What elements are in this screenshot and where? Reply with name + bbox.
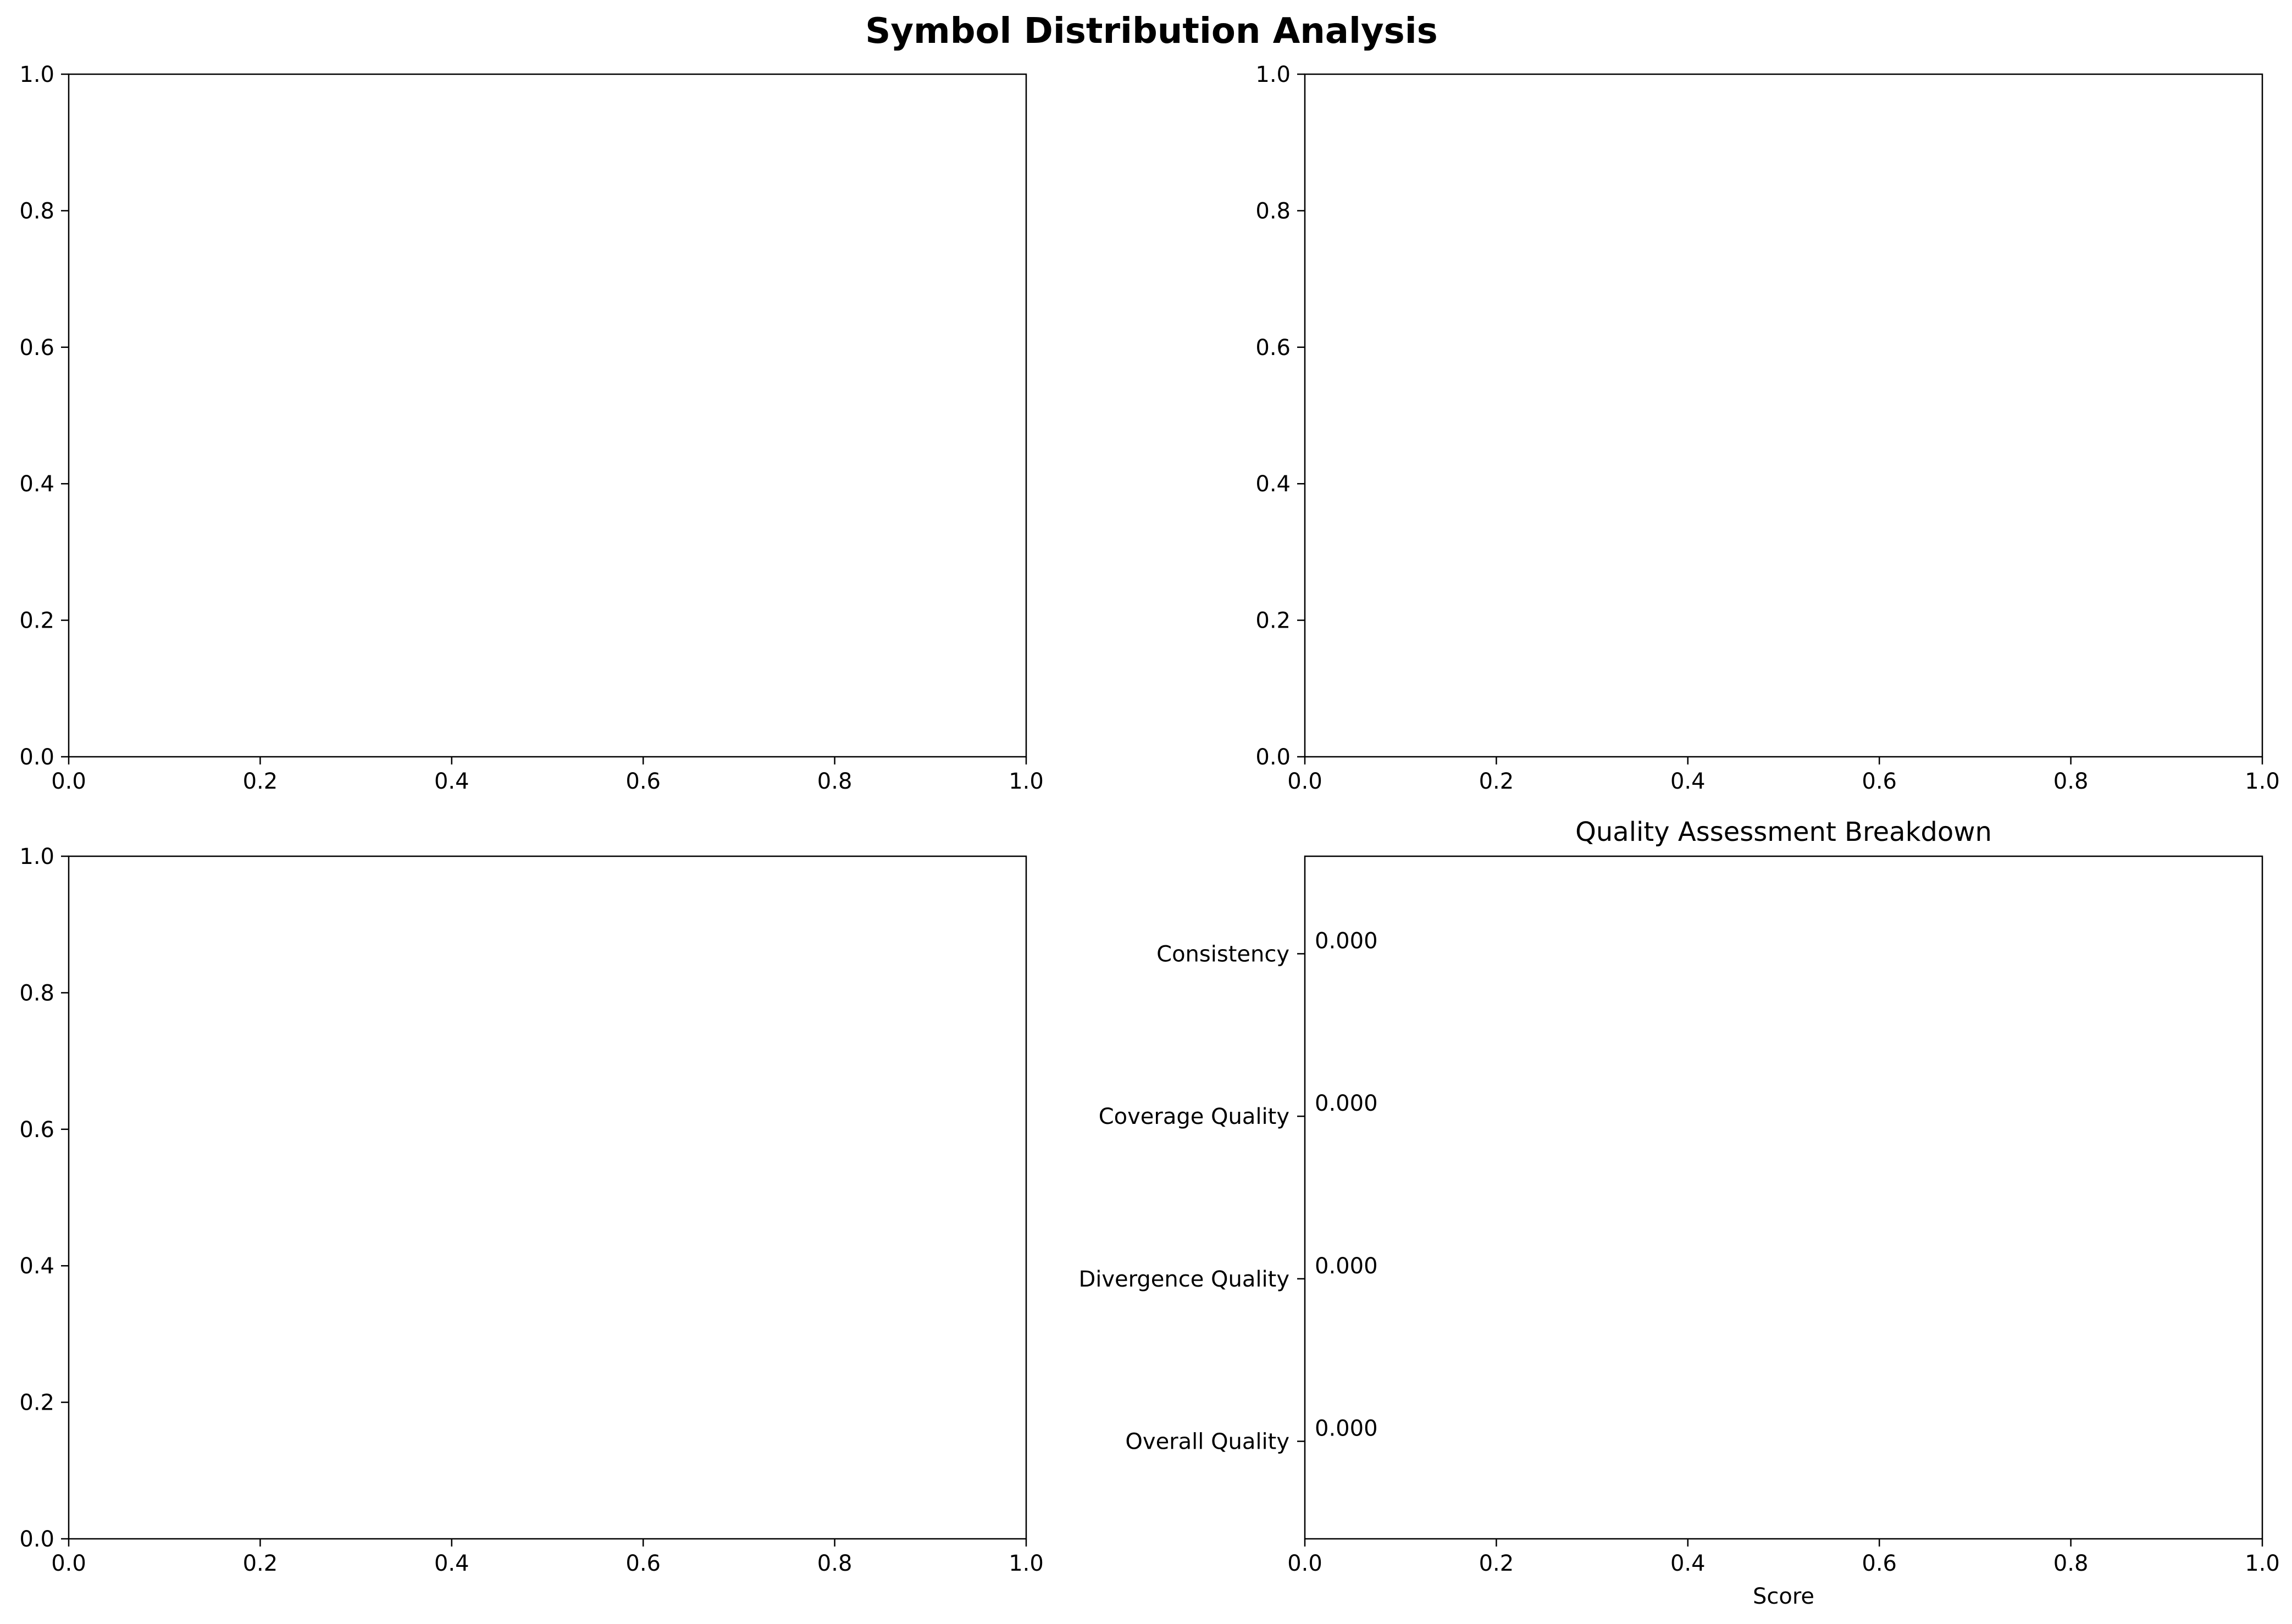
- x-tick-label: 0.8: [2053, 769, 2089, 794]
- x-tick-label: 1.0: [1009, 1551, 1044, 1576]
- x-tick-label: 0.2: [1479, 1551, 1514, 1576]
- chart-panel-1: 0.0 0.2 0.4 0.6 0.8 1.0 0.0 0.2 0.4 0.6 0.8 1.0: [19, 62, 1043, 794]
- bar-value-label: 0.000: [1315, 928, 1378, 954]
- chart-panel-2: 0.0 0.2 0.4 0.6 0.8 1.0 0.0 0.2 0.4 0.6 0.8 1.0: [1255, 62, 2279, 794]
- x-tick-label: 0.0: [51, 1551, 86, 1576]
- y-tick-label: 0.0: [1255, 745, 1291, 770]
- x-tick-label: 1.0: [1009, 769, 1044, 794]
- x-tick-label: 0.8: [2053, 1551, 2089, 1576]
- y-tick-label: 0.8: [19, 198, 54, 224]
- x-tick-label: 0.4: [1670, 1551, 1706, 1576]
- x-tick-label: 0.2: [243, 1551, 278, 1576]
- y-tick-label: 0.0: [19, 745, 54, 770]
- axes-frame: [1304, 855, 2263, 1540]
- x-tick-label: 0.0: [1287, 769, 1322, 794]
- x-tick-label: 1.0: [2245, 1551, 2280, 1576]
- chart-panel-4: 0.0 0.2 0.4 0.6 0.8 1.0 Consistency 0.000 Covera…: [1078, 817, 2279, 1609]
- x-tick-label: 0.4: [434, 1551, 469, 1576]
- y-tick-label: 0.6: [19, 335, 54, 361]
- figure-title: Symbol Distribution Analysis: [865, 11, 1438, 52]
- y-tick-label: 1.0: [19, 844, 54, 869]
- y-tick-label: 1.0: [19, 62, 54, 87]
- chart-panels: 0.0 0.2 0.4 0.6 0.8 1.00.00.20.40.60.81.00.0 0…: [19, 62, 2279, 1609]
- x-tick-label: 0.0: [1287, 1551, 1322, 1576]
- x-tick-label: 0.2: [1479, 769, 1514, 794]
- y-tick-label: 1.0: [1255, 62, 1291, 87]
- axes-frame: [68, 73, 1027, 758]
- x-tick-label: 0.2: [243, 769, 278, 794]
- y-tick-label: 0.2: [1255, 608, 1291, 634]
- x-tick-label: 0.6: [625, 1551, 661, 1576]
- axes-frame: [68, 855, 1027, 1540]
- x-tick-label: 0.6: [625, 769, 661, 794]
- y-tick-label: 0.2: [19, 1390, 54, 1416]
- x-tick-label: 0.8: [817, 769, 852, 794]
- bar-value-label: 0.000: [1315, 1416, 1378, 1442]
- y-tick-label: 0.8: [19, 980, 54, 1006]
- bar-value-label: 0.000: [1315, 1254, 1378, 1279]
- x-tick-label: 0.4: [434, 769, 469, 794]
- x-tick-label: 0.6: [1862, 769, 1897, 794]
- y-tick-label: 0.8: [1255, 198, 1291, 224]
- x-tick-label: 0.6: [1862, 1551, 1897, 1576]
- y-category-label: Divergence Quality: [1078, 1267, 1289, 1292]
- y-category-label: Coverage Quality: [1099, 1104, 1289, 1129]
- y-tick-label: 0.0: [19, 1527, 54, 1552]
- y-tick-label: 0.6: [1255, 335, 1291, 361]
- y-tick-label: 0.4: [1255, 472, 1291, 497]
- panel-title: Quality Assessment Breakdown: [1575, 817, 1992, 847]
- y-category-label: Overall Quality: [1125, 1429, 1289, 1455]
- x-tick-label: 0.8: [817, 1551, 852, 1576]
- y-tick-label: 0.2: [19, 608, 54, 634]
- x-axis-label: Score: [1753, 1584, 1814, 1609]
- x-tick-label: 1.0: [2245, 769, 2280, 794]
- bar-value-label: 0.000: [1315, 1091, 1378, 1116]
- axes-frame: [1304, 73, 2263, 758]
- y-tick-label: 0.6: [19, 1117, 54, 1143]
- chart-panel-3: 0.0 0.2 0.4 0.6 0.8 1.0 0.0 0.2 0.4 0.6 0.8 1.0: [19, 844, 1043, 1576]
- x-tick-label: 0.4: [1670, 769, 1706, 794]
- x-tick-label: 0.0: [51, 769, 86, 794]
- y-category-label: Consistency: [1156, 941, 1289, 967]
- y-tick-label: 0.4: [19, 1254, 54, 1279]
- y-tick-label: 0.4: [19, 472, 54, 497]
